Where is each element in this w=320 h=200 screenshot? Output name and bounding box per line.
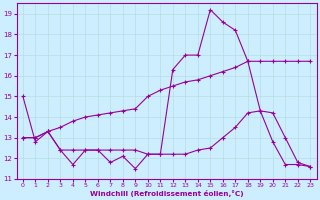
- X-axis label: Windchill (Refroidissement éolien,°C): Windchill (Refroidissement éolien,°C): [90, 190, 244, 197]
